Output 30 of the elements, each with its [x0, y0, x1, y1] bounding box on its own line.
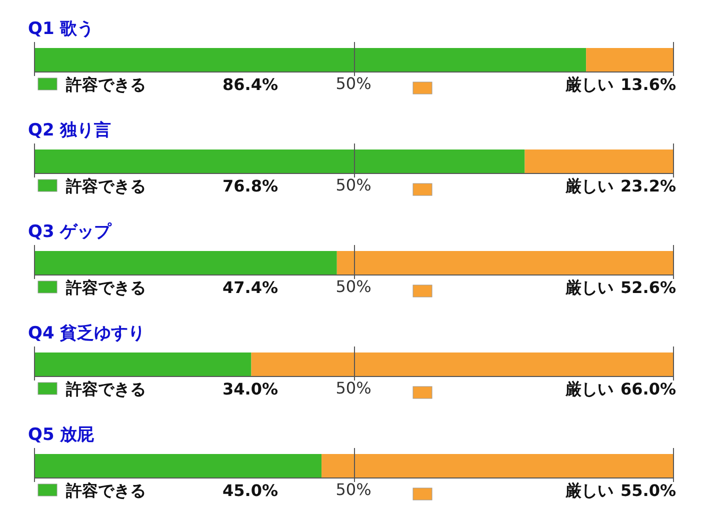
data-label: 13.6% — [620, 75, 676, 94]
data-label: 34.0% — [222, 380, 278, 398]
data-label: 55.0% — [620, 481, 676, 500]
ref-line-label: 50% — [336, 176, 372, 194]
data-label: 23.2% — [620, 176, 676, 196]
chart-title: Q1 歌う — [28, 19, 94, 39]
legend-label: 許容できる — [65, 481, 146, 500]
ref-line-label: 50% — [336, 378, 372, 398]
chart-title: Q3 ゲップ — [28, 222, 112, 242]
data-label: 66.0% — [620, 380, 676, 398]
ref-line-label: 50% — [336, 480, 372, 499]
series-label: 厳しい — [564, 176, 614, 196]
data-label: 86.4% — [222, 75, 278, 94]
series-label: 厳しい — [564, 481, 614, 500]
chart-title: Q2 独り言 — [28, 120, 112, 140]
series-label: 厳しい — [564, 380, 614, 398]
series-label: 許容できる — [65, 176, 146, 196]
series-label: 許容できる — [65, 75, 146, 94]
data-label: 45.0% — [222, 481, 278, 500]
data-label: 52.6% — [620, 278, 676, 297]
legend-label: 許容できる — [65, 278, 146, 297]
series-label: 厳しい — [564, 278, 614, 297]
chart-title: Q4 貧乏ゆすり — [28, 324, 146, 344]
chart-title: Q5 放屁 — [28, 425, 96, 445]
data-label: 76.8% — [222, 176, 278, 196]
data-label: 47.4% — [222, 278, 278, 297]
ref-line-label: 50% — [336, 277, 372, 296]
legend-label: 許容できる — [65, 380, 146, 398]
series-label: 厳しい — [564, 75, 614, 94]
ref-line-label: 50% — [336, 74, 372, 93]
